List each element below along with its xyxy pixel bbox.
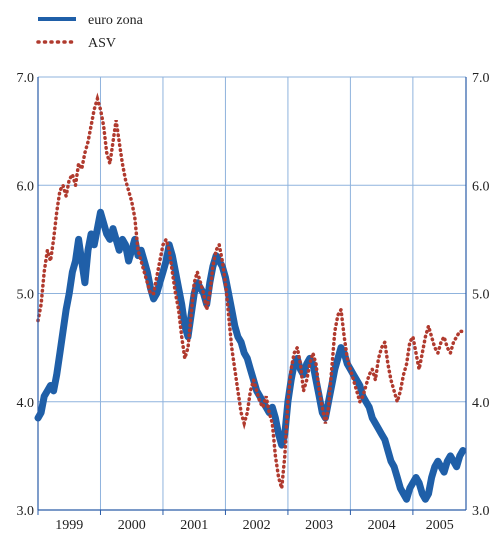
x-tick-label: 2002	[243, 518, 271, 533]
plot-series	[34, 92, 467, 503]
y-tick-label-left: 5.0	[17, 288, 35, 303]
y-tick-label-right: 7.0	[472, 71, 490, 86]
y-tick-label-left: 3.0	[17, 504, 35, 519]
y-tick-label-right: 5.0	[472, 288, 490, 303]
y-tick-label-left: 6.0	[17, 179, 35, 194]
y-tick-label-right: 4.0	[472, 396, 490, 411]
grid	[38, 76, 466, 511]
y-tick-label-left: 4.0	[17, 396, 35, 411]
x-tick-label: 2005	[426, 518, 454, 533]
x-tick-label: 2001	[180, 518, 208, 533]
x-tick-label: 1999	[55, 518, 83, 533]
axes	[37, 77, 467, 515]
tick-labels: 3.0 3.0 4.0 4.0 5.0 5.0 6.0 6.0 7.0 7.0 1999 2000 20…	[17, 71, 490, 533]
series-line-euro-zona	[34, 208, 467, 503]
legend-label-asv: ASV	[88, 36, 116, 51]
y-tick-label-left: 7.0	[17, 71, 35, 86]
legend-label-euro-zona: euro zona	[88, 13, 144, 28]
series-line-asv	[36, 92, 465, 489]
y-tick-label-right: 6.0	[472, 179, 490, 194]
x-tick-label: 2003	[305, 518, 333, 533]
x-tick-label: 2004	[368, 518, 396, 533]
legend: euro zona ASV	[36, 13, 144, 51]
y-tick-label-right: 3.0	[472, 504, 490, 519]
x-tick-label: 2000	[118, 518, 146, 533]
